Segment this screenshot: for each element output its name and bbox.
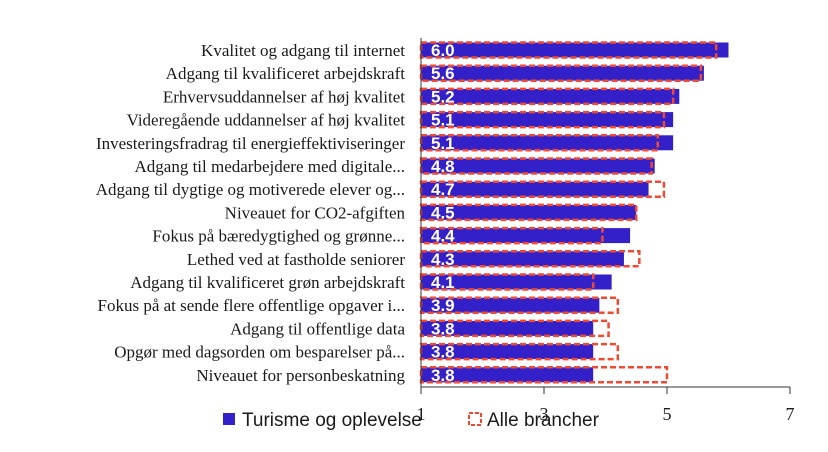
legend-swatch-alle-brancher (468, 412, 482, 426)
bar-turisme-12 (421, 320, 594, 336)
bar-turisme-6 (421, 181, 649, 197)
data-label-9: 4.3 (431, 250, 455, 269)
bar-turisme-1 (421, 65, 704, 81)
data-label-11: 3.9 (431, 296, 455, 315)
category-label-8: Fokus på bæredygtighed og grønne... (152, 227, 405, 246)
bar-alle-brancher-1 (419, 64, 703, 82)
bar-turisme-10 (421, 274, 612, 290)
bar-turisme-4 (421, 135, 674, 151)
bar-turisme-14 (421, 367, 594, 383)
x-tick-label-3: 7 (786, 404, 795, 424)
category-label-9: Lethed ved at fastholde seniorer (187, 250, 405, 269)
bar-turisme-5 (421, 158, 655, 174)
data-label-8: 4.4 (431, 227, 455, 246)
x-tick-label-2: 5 (663, 404, 672, 424)
category-label-14: Niveauet for personbeskatning (196, 366, 405, 385)
category-label-4: Investeringsfradrag til energieffektivis… (96, 134, 405, 153)
legend-swatch-turisme (223, 413, 235, 425)
category-label-10: Adgang til kvalificeret grøn arbejdskraf… (130, 273, 405, 292)
bar-turisme-11 (421, 297, 600, 313)
category-label-7: Niveauet for CO2-afgiften (225, 203, 406, 222)
bar-alle-brancher-5 (419, 157, 653, 175)
category-label-6: Adgang til dygtige og motiverede elever … (96, 180, 405, 199)
x-tick-label-1: 3 (540, 404, 549, 424)
bar-turisme-13 (421, 344, 594, 360)
category-label-13: Opgør med dagsorden om besparelser på... (114, 343, 405, 362)
data-label-0: 6.0 (431, 41, 455, 60)
category-label-2: Erhvervsuddannelser af høj kvalitet (163, 87, 405, 106)
bar-alle-brancher-10 (419, 273, 595, 291)
data-label-5: 4.8 (431, 157, 455, 176)
data-label-10: 4.1 (431, 273, 455, 292)
data-label-4: 5.1 (431, 134, 455, 153)
category-label-12: Adgang til offentlige data (230, 319, 405, 338)
legend-label-alle-brancher: Alle brancher (487, 410, 600, 431)
bar-alle-brancher-8 (419, 226, 604, 245)
legend-label-turisme: Turisme og oplevelse (242, 410, 422, 431)
bar-turisme-0 (421, 42, 729, 58)
data-label-1: 5.6 (431, 64, 455, 83)
bar-turisme-2 (421, 88, 680, 104)
category-label-3: Videregående uddannelser af høj kvalitet (127, 111, 406, 130)
x-tick-label-0: 1 (417, 404, 426, 424)
category-label-5: Adgang til medarbejdere med digitale... (135, 157, 406, 176)
data-label-3: 5.1 (431, 111, 455, 130)
data-label-6: 4.7 (431, 180, 455, 199)
data-label-12: 3.8 (431, 319, 455, 338)
bar-turisme-8 (421, 228, 631, 244)
bar-turisme-3 (421, 112, 674, 128)
bar-turisme-7 (421, 204, 637, 220)
category-label-11: Fokus på at sende flere offentlige opgav… (98, 296, 405, 315)
data-label-7: 4.5 (431, 203, 455, 222)
category-label-1: Adgang til kvalificeret arbejdskraft (166, 64, 406, 83)
category-label-0: Kvalitet og adgang til internet (201, 41, 405, 60)
data-label-14: 3.8 (431, 366, 455, 385)
data-label-2: 5.2 (431, 87, 455, 106)
bar-turisme-9 (421, 251, 624, 267)
data-label-13: 3.8 (431, 343, 455, 362)
